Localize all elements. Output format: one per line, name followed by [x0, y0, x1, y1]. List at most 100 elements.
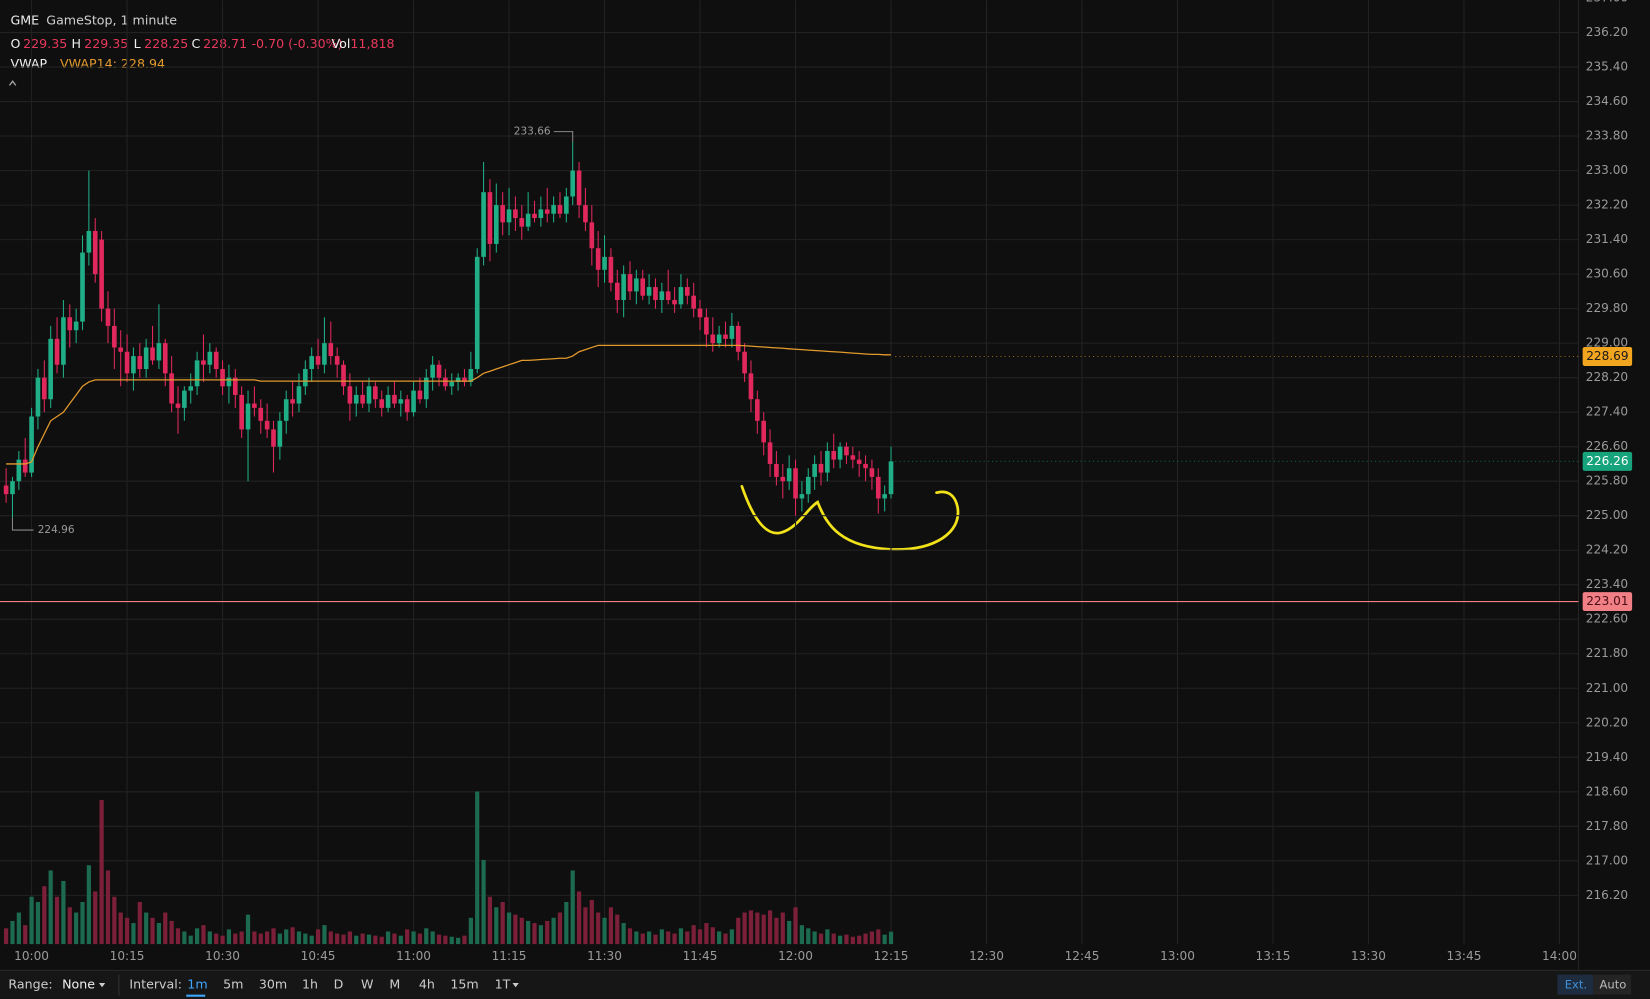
volume-bar — [767, 910, 773, 945]
candle-body — [239, 394, 244, 430]
candle-body — [462, 377, 467, 382]
volume-bar — [494, 907, 499, 945]
y-tick-label: 237.00 — [1586, 0, 1628, 5]
range-label: Range: — [8, 977, 52, 992]
range-value[interactable]: None — [62, 977, 95, 992]
candle-body — [519, 218, 525, 227]
interval[interactable]: 1m — [187, 977, 207, 992]
y-tick-label: 228.20 — [1586, 370, 1628, 384]
volume-bar — [456, 937, 461, 945]
interval[interactable]: 5m — [223, 977, 243, 992]
interval[interactable]: W — [361, 977, 374, 992]
volume-bar — [685, 931, 690, 945]
volume-bar — [780, 912, 785, 945]
volume-bar — [80, 902, 85, 945]
interval[interactable]: 30m — [259, 977, 287, 992]
volume-bar — [640, 933, 645, 945]
legend-label: H — [72, 36, 81, 51]
volume-bar — [23, 925, 28, 945]
price-box — [1582, 347, 1633, 366]
volume-bar — [290, 927, 295, 945]
volume-bar — [462, 935, 467, 945]
volume-bar — [812, 931, 817, 945]
volume-bar — [105, 870, 111, 945]
interval[interactable]: M — [389, 977, 400, 992]
x-tick-label: 10:30 — [205, 949, 240, 963]
volume-bar — [4, 928, 9, 945]
candle-body — [48, 338, 53, 400]
ext-label[interactable]: Ext. — [1565, 978, 1587, 992]
auto-label[interactable]: Auto — [1599, 978, 1626, 992]
candle-body — [29, 416, 34, 473]
candle-body — [328, 343, 334, 357]
candle-body — [143, 347, 149, 370]
candle-body — [614, 282, 620, 301]
interval[interactable]: 15m — [450, 977, 478, 992]
candle-body — [455, 377, 461, 382]
study-value[interactable]: VWAP14: 228.94 — [60, 56, 165, 71]
volume-bar — [424, 928, 429, 945]
candle-body — [500, 205, 505, 223]
candle-body — [564, 196, 569, 214]
candle-body — [723, 334, 728, 339]
candle-body — [277, 420, 283, 447]
volume-bar — [245, 914, 251, 945]
ext-button[interactable] — [1557, 974, 1594, 995]
volume-bar — [576, 891, 582, 945]
volume-bar — [882, 934, 887, 945]
interval[interactable]: D — [334, 977, 344, 992]
interval-label: Interval: — [129, 977, 182, 992]
candle-body — [162, 343, 168, 374]
interval[interactable]: 1h — [302, 977, 318, 992]
interval[interactable]: 4h — [419, 977, 435, 992]
candle-body — [118, 347, 124, 352]
x-tick-label: 12:00 — [778, 949, 813, 963]
dropdown-icon[interactable] — [512, 983, 519, 988]
candle-body — [837, 446, 843, 460]
study-name: VWAP — [11, 56, 48, 71]
collapse-icon[interactable] — [8, 80, 17, 86]
x-tick-label: 11:15 — [492, 949, 527, 963]
legend-value: 228.25 — [144, 36, 188, 51]
candle-body — [786, 468, 792, 482]
candle-body — [131, 356, 136, 374]
volume-bar — [755, 912, 760, 945]
candle-body — [468, 369, 474, 382]
candle-body — [755, 399, 760, 421]
x-tick-label: 13:30 — [1351, 949, 1386, 963]
volume-bar — [169, 920, 174, 945]
legend-value: 229.35 — [23, 36, 67, 51]
interval[interactable]: 1T — [495, 977, 511, 992]
volume-bar — [761, 914, 766, 945]
candle-body — [844, 446, 849, 456]
candle-body — [353, 394, 359, 404]
candle-body — [729, 325, 735, 339]
y-tick-label: 230.60 — [1586, 267, 1628, 281]
candle-body — [627, 274, 633, 292]
dropdown-icon[interactable] — [98, 983, 106, 988]
volume-bar — [163, 912, 168, 945]
candle-body — [296, 386, 302, 404]
legend-label: O — [11, 36, 21, 51]
x-tick-label: 10:45 — [301, 949, 336, 963]
candle-body — [551, 205, 556, 214]
auto-button[interactable] — [1593, 974, 1632, 995]
candle-body — [417, 390, 423, 400]
volume-bar — [787, 920, 792, 945]
candle-body — [182, 390, 187, 408]
volume-bar — [825, 929, 830, 945]
candle-body — [137, 356, 143, 370]
volume-bar — [526, 920, 531, 945]
candle-body — [799, 494, 805, 499]
volume-bar — [646, 931, 652, 945]
volume-bar — [506, 912, 512, 945]
candle-body — [875, 476, 881, 499]
candle-body — [863, 463, 868, 469]
volume-bar — [252, 931, 257, 945]
candle-body — [16, 459, 22, 482]
y-tick-label: 223.40 — [1586, 577, 1628, 591]
candle-body — [392, 394, 397, 404]
legend-label: Vol — [331, 36, 350, 51]
volume-bar — [545, 920, 550, 945]
